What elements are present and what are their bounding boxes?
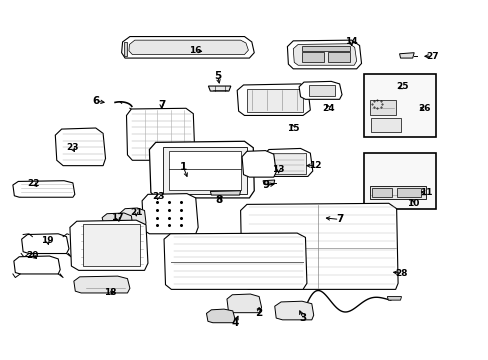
Polygon shape bbox=[21, 234, 69, 253]
Polygon shape bbox=[13, 181, 75, 197]
Text: 17: 17 bbox=[111, 213, 124, 222]
Text: 26: 26 bbox=[418, 104, 430, 113]
Polygon shape bbox=[123, 42, 127, 56]
Text: 9: 9 bbox=[263, 180, 269, 190]
Polygon shape bbox=[237, 84, 310, 116]
Polygon shape bbox=[74, 276, 130, 293]
Bar bbox=[396, 188, 420, 197]
Polygon shape bbox=[299, 81, 341, 99]
Text: 11: 11 bbox=[419, 188, 431, 197]
Polygon shape bbox=[102, 213, 132, 226]
Polygon shape bbox=[242, 150, 276, 177]
Bar bbox=[369, 100, 395, 116]
Polygon shape bbox=[386, 297, 401, 300]
Bar bbox=[328, 51, 349, 62]
Text: 3: 3 bbox=[299, 313, 306, 323]
Polygon shape bbox=[122, 37, 254, 58]
Bar bbox=[302, 51, 324, 62]
Polygon shape bbox=[293, 44, 356, 65]
Bar bbox=[308, 85, 334, 96]
Text: 13: 13 bbox=[272, 165, 285, 174]
Polygon shape bbox=[208, 86, 230, 91]
Polygon shape bbox=[129, 40, 248, 54]
Text: 7: 7 bbox=[335, 215, 343, 224]
Polygon shape bbox=[274, 301, 313, 320]
Polygon shape bbox=[263, 180, 274, 184]
Bar bbox=[363, 74, 435, 137]
Polygon shape bbox=[14, 256, 60, 274]
Bar bbox=[370, 118, 400, 132]
Text: 1: 1 bbox=[180, 162, 187, 172]
Text: 4: 4 bbox=[231, 319, 238, 328]
Polygon shape bbox=[210, 191, 240, 195]
Polygon shape bbox=[287, 40, 361, 69]
Bar bbox=[302, 45, 349, 51]
Text: 23: 23 bbox=[152, 192, 164, 201]
Bar bbox=[369, 186, 426, 199]
Text: 15: 15 bbox=[286, 123, 299, 132]
Bar bbox=[371, 188, 391, 197]
Polygon shape bbox=[226, 294, 261, 313]
Polygon shape bbox=[206, 309, 234, 323]
Text: 23: 23 bbox=[66, 143, 79, 152]
Text: 10: 10 bbox=[406, 199, 418, 208]
Text: 5: 5 bbox=[214, 71, 221, 81]
Polygon shape bbox=[120, 208, 146, 227]
Polygon shape bbox=[149, 141, 254, 198]
Bar bbox=[363, 153, 435, 209]
Text: 24: 24 bbox=[322, 104, 334, 113]
Bar bbox=[162, 147, 246, 194]
Text: 12: 12 bbox=[308, 161, 321, 170]
Polygon shape bbox=[399, 53, 413, 58]
Text: 19: 19 bbox=[41, 237, 54, 246]
Text: 25: 25 bbox=[396, 82, 408, 91]
Polygon shape bbox=[142, 194, 198, 234]
Polygon shape bbox=[240, 203, 397, 289]
Text: 2: 2 bbox=[255, 308, 262, 318]
Bar bbox=[82, 224, 140, 266]
Polygon shape bbox=[163, 233, 306, 289]
Text: 20: 20 bbox=[26, 251, 39, 260]
Text: 22: 22 bbox=[27, 179, 40, 188]
Text: 16: 16 bbox=[189, 46, 202, 55]
Text: 21: 21 bbox=[130, 208, 142, 217]
Text: 8: 8 bbox=[215, 195, 222, 205]
Polygon shape bbox=[55, 128, 105, 166]
Bar bbox=[246, 89, 303, 112]
Text: 27: 27 bbox=[425, 52, 438, 61]
Text: 18: 18 bbox=[104, 288, 117, 297]
Text: 14: 14 bbox=[345, 37, 357, 46]
Text: 28: 28 bbox=[394, 269, 407, 278]
Polygon shape bbox=[126, 108, 194, 160]
Text: 7: 7 bbox=[158, 100, 165, 110]
Bar bbox=[168, 151, 241, 190]
Polygon shape bbox=[263, 148, 312, 176]
Polygon shape bbox=[70, 220, 148, 270]
Bar bbox=[272, 153, 305, 174]
Text: 6: 6 bbox=[92, 96, 99, 106]
